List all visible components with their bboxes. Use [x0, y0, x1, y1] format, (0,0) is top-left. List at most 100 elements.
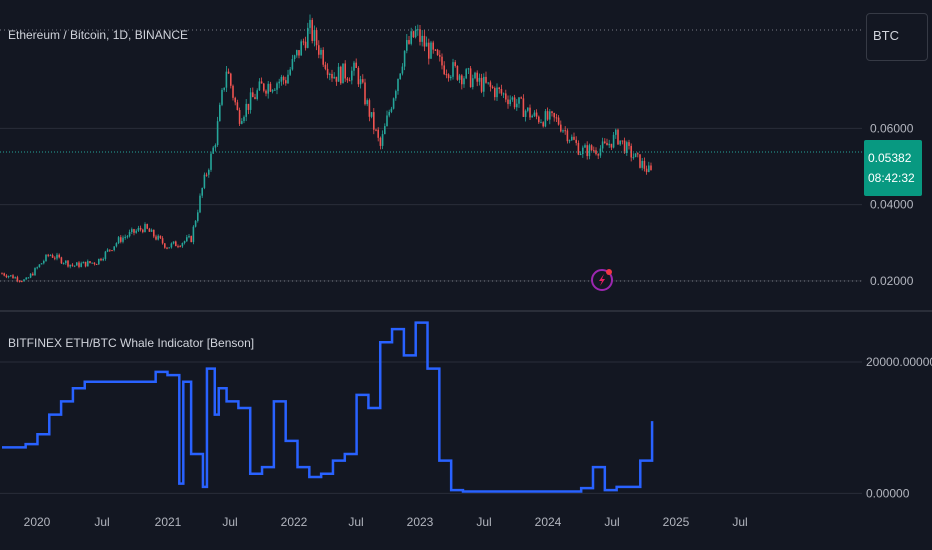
symbol-title[interactable]: Ethereum / Bitcoin, 1D, BINANCE: [8, 28, 189, 42]
candle-body: [630, 145, 632, 158]
candle-body: [553, 112, 555, 118]
candle-body: [315, 30, 318, 46]
candle-body: [645, 168, 648, 172]
candle-body: [480, 77, 483, 92]
candle-body: [223, 87, 225, 90]
candle-body: [608, 143, 610, 146]
candle-body: [364, 82, 366, 105]
candle-body: [326, 68, 329, 75]
candle-body: [384, 126, 386, 135]
candle-body: [76, 262, 78, 266]
candle-body: [421, 35, 423, 42]
candle-body: [531, 115, 533, 118]
last-price-value: 0.05382: [868, 151, 912, 165]
whale-indicator-line: [2, 321, 654, 493]
time-tick-label: Jul: [222, 515, 237, 529]
candle-body: [571, 136, 573, 141]
candle-body: [524, 110, 527, 117]
candle-body: [604, 141, 606, 143]
candle-body: [241, 121, 243, 124]
candle-body: [298, 50, 300, 56]
candle-body: [454, 62, 456, 66]
candle-body: [267, 83, 269, 94]
candle-body: [148, 228, 151, 232]
candle-body: [120, 237, 122, 242]
candle-body: [379, 137, 382, 146]
currency-selector[interactable]: BTC: [866, 13, 928, 61]
grid-lines: [0, 29, 862, 494]
candle-body: [199, 195, 201, 213]
candle-body: [109, 249, 111, 251]
candle-body: [476, 72, 478, 82]
candle-body: [632, 157, 635, 159]
candle-body: [65, 260, 67, 264]
candle-body: [410, 31, 412, 44]
candle-body: [408, 40, 410, 44]
candle-body: [144, 224, 146, 233]
candle-body: [634, 153, 637, 158]
candle-body: [203, 174, 206, 188]
candle-body: [425, 42, 428, 47]
candle-body: [194, 220, 197, 227]
candle-body: [216, 121, 219, 145]
candle-body: [320, 49, 322, 55]
candle-body: [588, 145, 591, 157]
candle-body: [16, 277, 19, 281]
candle-body: [29, 273, 32, 278]
candle-body: [527, 107, 529, 111]
candle-body: [373, 112, 375, 130]
candle-body: [102, 258, 104, 261]
candle-body: [487, 82, 489, 84]
candle-body: [47, 254, 49, 256]
candle-body: [106, 249, 109, 252]
candle-body: [177, 246, 179, 248]
indicator-title[interactable]: BITFINEX ETH/BTC Whale Indicator [Benson…: [8, 336, 255, 350]
candle-body: [95, 264, 98, 266]
time-axis[interactable]: 2020 Jul 2021 Jul 2022 Jul 2023 Jul 2024 Jul 2025 J…: [24, 515, 748, 529]
candle-body: [311, 19, 313, 41]
time-tick-label: 2020: [24, 515, 51, 529]
candle-body: [388, 111, 390, 116]
time-tick-label: Jul: [348, 515, 363, 529]
candle-body: [285, 80, 287, 84]
candle-body: [348, 80, 351, 82]
candle-body: [474, 72, 476, 79]
lightning-event-icon[interactable]: [591, 269, 613, 291]
candle-body: [447, 74, 450, 79]
candle-body: [399, 73, 401, 79]
candle-body: [142, 229, 144, 233]
candle-body: [366, 100, 368, 105]
candle-body: [98, 258, 100, 265]
candle-body: [628, 142, 630, 146]
candle-body: [353, 62, 355, 71]
candle-body: [436, 49, 439, 56]
candle-body: [258, 81, 261, 91]
candle-body: [458, 75, 461, 80]
candle-body: [159, 235, 162, 239]
candle-body: [450, 76, 452, 79]
candle-body: [355, 62, 357, 68]
candle-body: [32, 273, 34, 276]
candle-body: [544, 111, 547, 127]
price-candles: [1, 14, 652, 283]
candle-body: [329, 73, 331, 75]
candle-body: [60, 257, 63, 264]
candle-body: [135, 230, 137, 233]
candle-body: [84, 261, 87, 267]
candle-body: [289, 69, 291, 75]
candle-body: [51, 255, 54, 258]
candle-body: [280, 76, 283, 82]
candle-body: [564, 130, 566, 132]
candle-body: [221, 89, 223, 105]
candle-body: [82, 261, 85, 264]
candle-body: [245, 103, 247, 117]
candle-body: [595, 150, 597, 155]
price-scale[interactable]: 0.02000 0.04000 0.06000 0.00000 20000.00000: [866, 121, 932, 500]
candle-body: [472, 78, 474, 88]
candle-body: [619, 140, 621, 145]
candle-body: [124, 236, 126, 238]
candle-body: [304, 41, 307, 48]
candle-body: [104, 251, 107, 259]
candle-body: [432, 42, 434, 50]
